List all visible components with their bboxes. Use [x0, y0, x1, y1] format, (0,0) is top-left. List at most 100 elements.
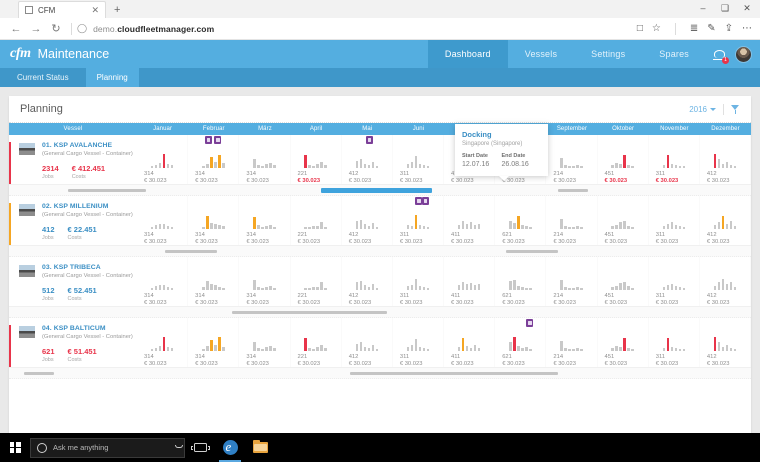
month-cell[interactable]: 311 € 30.023: [649, 196, 700, 245]
month-cell[interactable]: 314 € 30.023: [239, 318, 291, 367]
vessel-name[interactable]: 04. KSP BALTICUM: [42, 325, 106, 332]
month-cell[interactable]: 314 € 30.023: [239, 257, 291, 306]
taskbar-item-file-explorer[interactable]: [245, 433, 275, 462]
voyage-segment[interactable]: [68, 188, 147, 192]
month-cell[interactable]: 451 € 30.023: [598, 196, 649, 245]
maximize-icon[interactable]: ❑: [720, 3, 730, 13]
month-cell[interactable]: 314 € 30.023: [239, 135, 291, 184]
reload-icon[interactable]: ↻: [51, 23, 61, 35]
month-cell[interactable]: 214 € 30.023: [546, 135, 598, 184]
user-menu[interactable]: [735, 40, 760, 68]
table-row[interactable]: 03. KSP TRIBECA (General Cargo Vessel - C…: [9, 257, 752, 307]
more-options-icon[interactable]: ⋯: [742, 22, 752, 34]
tab-current-status[interactable]: Current Status: [17, 73, 69, 82]
month-cell[interactable]: 311 € 30.023: [649, 135, 700, 184]
month-cell[interactable]: 311 € 30.023: [649, 318, 700, 367]
month-cell[interactable]: 451 € 30.023: [598, 135, 649, 184]
month-cell[interactable]: 311 € 30.023: [393, 257, 445, 306]
voyage-segment[interactable]: [350, 371, 559, 375]
month-cell[interactable]: 412 € 30.023: [700, 135, 752, 184]
voyage-segment[interactable]: [164, 249, 217, 253]
voyage-timeline[interactable]: [9, 368, 751, 379]
month-cell[interactable]: 412 € 30.023: [700, 196, 752, 245]
forward-icon[interactable]: →: [30, 22, 42, 35]
docking-segment[interactable]: [320, 188, 432, 193]
close-icon[interactable]: ✕: [91, 4, 99, 15]
certificate-badge-icon[interactable]: [415, 197, 423, 205]
month-cell[interactable]: 412 € 30.023: [342, 135, 393, 184]
month-cell[interactable]: 221 € 30.023: [291, 196, 342, 245]
month-cell[interactable]: 314 € 30.023: [188, 196, 240, 245]
month-cell[interactable]: 451 € 30.023: [598, 257, 649, 306]
month-cell[interactable]: 621€ 30.023: [495, 318, 547, 367]
month-cell[interactable]: 311 € 30.023: [649, 257, 700, 306]
certificate-badge-icon[interactable]: [205, 136, 213, 144]
month-cell[interactable]: 314 € 30.023: [188, 135, 240, 184]
vessel-name[interactable]: 03. KSP TRIBECA: [42, 264, 101, 271]
table-row[interactable]: 02. KSP MILLENIUM (General Cargo Vessel -…: [9, 196, 752, 246]
month-cell[interactable]: 412 € 30.023: [700, 318, 752, 367]
month-cell[interactable]: 311 € 30.023: [393, 318, 445, 367]
voyage-segment[interactable]: [558, 188, 588, 192]
certificate-badge-icon[interactable]: [214, 136, 222, 144]
month-cell[interactable]: 412 € 30.023: [700, 257, 752, 306]
nav-item-dashboard[interactable]: Dashboard: [427, 40, 508, 68]
month-cell[interactable]: 314 € 30.023: [137, 135, 189, 184]
notifications-button[interactable]: 1: [706, 40, 735, 68]
month-cell[interactable]: 311 € 30.023: [393, 196, 445, 245]
certificate-badge-icon[interactable]: [421, 197, 429, 205]
search-input[interactable]: Ask me anything: [30, 437, 185, 458]
voyage-timeline[interactable]: [9, 246, 751, 257]
nav-item-settings[interactable]: Settings: [591, 49, 626, 59]
share-icon[interactable]: ⇪: [724, 22, 733, 34]
month-cell[interactable]: 314 € 30.023: [137, 318, 189, 367]
reading-list-icon[interactable]: ≣: [689, 22, 699, 34]
new-tab-button[interactable]: +: [114, 4, 121, 16]
month-cell[interactable]: 314 € 30.023: [137, 257, 189, 306]
month-cell[interactable]: 221 € 30.023: [291, 257, 342, 306]
month-cell[interactable]: 451 € 30.023: [598, 318, 649, 367]
taskbar-item-edge[interactable]: [215, 433, 245, 462]
year-selector[interactable]: 2016: [689, 105, 716, 114]
voyage-timeline[interactable]: [9, 185, 751, 196]
month-cell[interactable]: 621€ 30.023: [495, 257, 547, 306]
month-cell[interactable]: 314 € 30.023: [137, 196, 189, 245]
task-view-button[interactable]: [185, 433, 215, 462]
month-cell[interactable]: 412 € 30.023: [342, 257, 393, 306]
certificate-badge-icon[interactable]: [365, 136, 373, 144]
web-notes-icon[interactable]: ✎: [707, 22, 716, 34]
month-cell[interactable]: 214 € 30.023: [546, 257, 598, 306]
filter-icon[interactable]: [731, 104, 740, 114]
voyage-segment[interactable]: [23, 371, 54, 375]
nav-item-spares[interactable]: Spares: [659, 49, 689, 59]
vessel-name[interactable]: 02. KSP MILLENIUM: [42, 203, 109, 210]
microphone-icon[interactable]: [177, 439, 178, 457]
month-cell[interactable]: 412 € 30.023: [342, 318, 393, 367]
tab-planning[interactable]: Planning: [85, 68, 139, 87]
table-row[interactable]: 04. KSP BALTICUM (General Cargo Vessel - …: [9, 318, 752, 368]
month-cell[interactable]: 412 € 30.023: [342, 196, 393, 245]
address-bar[interactable]: demo.cloudfleetmanager.com: [93, 24, 214, 34]
voyage-segment[interactable]: [506, 249, 559, 253]
month-cell[interactable]: 314 € 30.023: [188, 257, 240, 306]
reading-view-icon[interactable]: □: [636, 22, 643, 34]
certificate-badge-icon[interactable]: [526, 319, 534, 327]
vessel-name[interactable]: 01. KSP AVALANCHE: [42, 142, 113, 149]
window-close-icon[interactable]: ✕: [743, 3, 751, 13]
month-cell[interactable]: 221 € 30.023: [291, 318, 342, 367]
month-cell[interactable]: 411€ 30.023: [444, 196, 496, 245]
minimize-icon[interactable]: –: [700, 3, 706, 13]
back-icon[interactable]: ←: [10, 22, 22, 35]
start-button[interactable]: [0, 442, 30, 453]
browser-tab[interactable]: CFM ✕: [18, 1, 106, 18]
table-row[interactable]: 01. KSP AVALANCHE (General Cargo Vessel -…: [9, 135, 752, 185]
month-cell[interactable]: 411€ 30.023: [444, 318, 496, 367]
voyage-segment[interactable]: [231, 310, 388, 314]
month-cell[interactable]: 314 € 30.023: [239, 196, 291, 245]
month-cell[interactable]: 221 € 30.023: [291, 135, 342, 184]
month-cell[interactable]: 214 € 30.023: [546, 318, 598, 367]
month-cell[interactable]: 214 € 30.023: [546, 196, 598, 245]
voyage-timeline[interactable]: [9, 307, 751, 318]
month-cell[interactable]: 411€ 30.023: [444, 257, 496, 306]
favorite-star-icon[interactable]: ☆: [651, 22, 661, 34]
